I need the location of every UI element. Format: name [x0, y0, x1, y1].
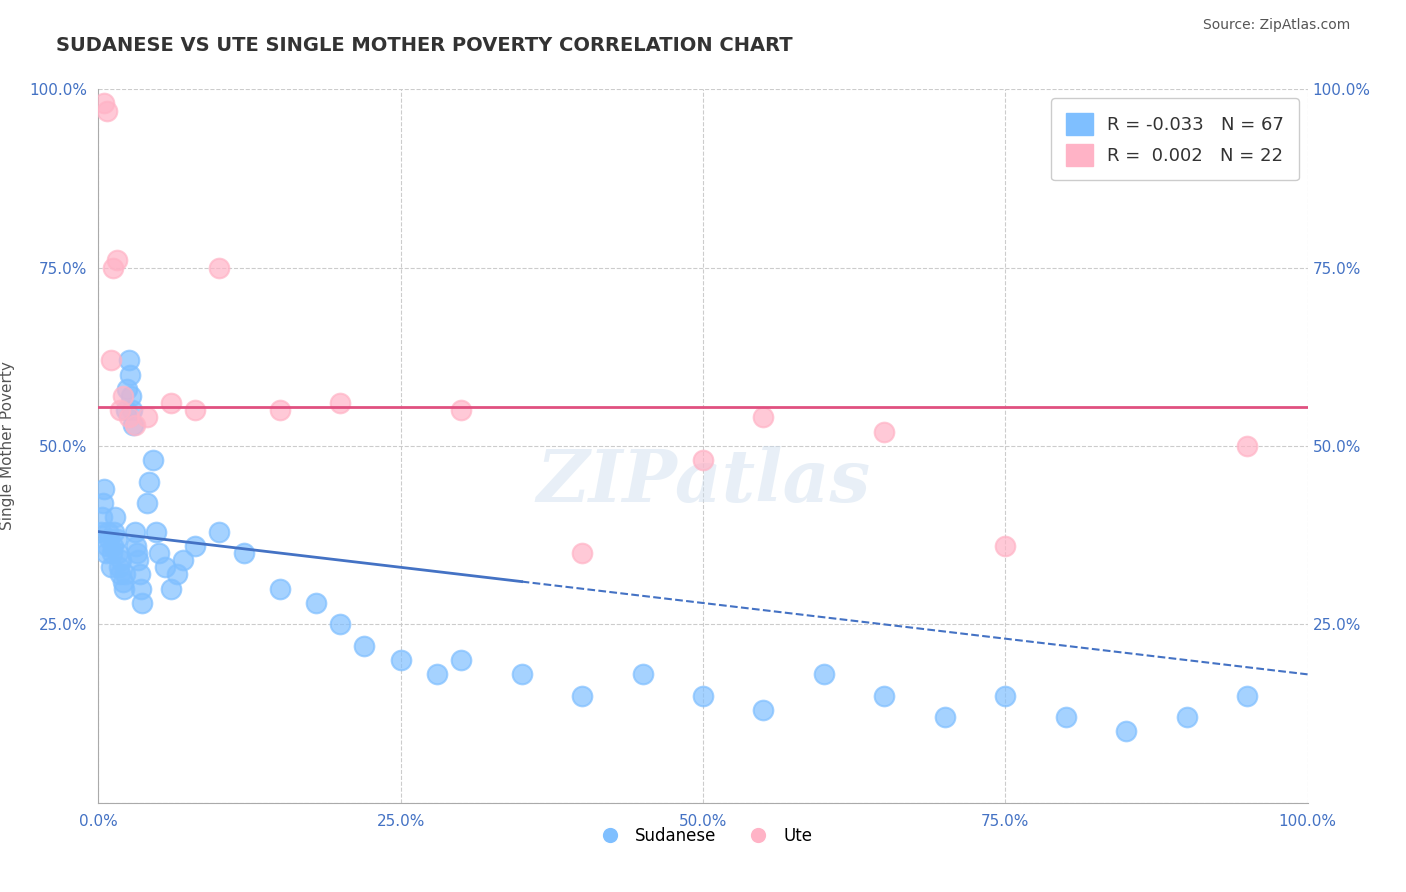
- Ute: [571, 546, 593, 560]
- Legend: Sudanese, Ute: Sudanese, Ute: [586, 821, 820, 852]
- Sudanese: [112, 582, 135, 596]
- Sudanese: [118, 368, 141, 382]
- Sudanese: [232, 546, 254, 560]
- Sudanese: [115, 403, 138, 417]
- Sudanese: [91, 510, 114, 524]
- Ute: [124, 417, 146, 432]
- Ute: [108, 403, 131, 417]
- Sudanese: [118, 353, 141, 368]
- Sudanese: [100, 560, 122, 574]
- Ute: [111, 389, 134, 403]
- Sudanese: [108, 560, 131, 574]
- Y-axis label: Single Mother Poverty: Single Mother Poverty: [0, 361, 15, 531]
- Ute: [160, 396, 183, 410]
- Sudanese: [131, 596, 153, 610]
- Sudanese: [105, 532, 128, 546]
- Sudanese: [97, 524, 120, 539]
- Sudanese: [305, 596, 328, 610]
- Sudanese: [631, 667, 654, 681]
- Ute: [994, 539, 1017, 553]
- Ute: [873, 425, 896, 439]
- Sudanese: [117, 382, 139, 396]
- Ute: [101, 260, 124, 275]
- Sudanese: [124, 524, 146, 539]
- Sudanese: [94, 546, 117, 560]
- Sudanese: [108, 567, 131, 582]
- Sudanese: [184, 539, 207, 553]
- Text: ZIPatlas: ZIPatlas: [536, 446, 870, 517]
- Ute: [208, 260, 231, 275]
- Ute: [105, 253, 128, 268]
- Sudanese: [114, 567, 136, 582]
- Sudanese: [1175, 710, 1198, 724]
- Ute: [1236, 439, 1258, 453]
- Sudanese: [122, 417, 145, 432]
- Sudanese: [1115, 724, 1137, 739]
- Sudanese: [153, 560, 176, 574]
- Sudanese: [107, 546, 129, 560]
- Ute: [752, 410, 775, 425]
- Sudanese: [571, 689, 593, 703]
- Ute: [184, 403, 207, 417]
- Sudanese: [813, 667, 835, 681]
- Sudanese: [127, 546, 149, 560]
- Ute: [118, 410, 141, 425]
- Ute: [93, 96, 115, 111]
- Sudanese: [426, 667, 449, 681]
- Sudanese: [873, 689, 896, 703]
- Sudanese: [120, 389, 142, 403]
- Sudanese: [129, 582, 152, 596]
- Sudanese: [1054, 710, 1077, 724]
- Sudanese: [104, 510, 127, 524]
- Sudanese: [111, 574, 134, 589]
- Sudanese: [138, 475, 160, 489]
- Sudanese: [353, 639, 375, 653]
- Sudanese: [1236, 689, 1258, 703]
- Sudanese: [389, 653, 412, 667]
- Sudanese: [692, 689, 714, 703]
- Sudanese: [103, 524, 125, 539]
- Sudanese: [125, 539, 148, 553]
- Ute: [100, 353, 122, 368]
- Sudanese: [100, 546, 122, 560]
- Sudanese: [160, 582, 183, 596]
- Sudanese: [166, 567, 188, 582]
- Sudanese: [510, 667, 533, 681]
- Ute: [135, 410, 157, 425]
- Sudanese: [329, 617, 352, 632]
- Ute: [329, 396, 352, 410]
- Sudanese: [121, 403, 143, 417]
- Sudanese: [142, 453, 165, 467]
- Sudanese: [101, 539, 124, 553]
- Sudanese: [450, 653, 472, 667]
- Sudanese: [96, 539, 118, 553]
- Sudanese: [269, 582, 291, 596]
- Text: Source: ZipAtlas.com: Source: ZipAtlas.com: [1202, 18, 1350, 32]
- Sudanese: [128, 567, 150, 582]
- Ute: [96, 103, 118, 118]
- Sudanese: [90, 524, 112, 539]
- Sudanese: [994, 689, 1017, 703]
- Text: SUDANESE VS UTE SINGLE MOTHER POVERTY CORRELATION CHART: SUDANESE VS UTE SINGLE MOTHER POVERTY CO…: [56, 36, 793, 54]
- Sudanese: [135, 496, 157, 510]
- Sudanese: [91, 496, 114, 510]
- Sudanese: [172, 553, 194, 567]
- Sudanese: [148, 546, 170, 560]
- Sudanese: [98, 532, 121, 546]
- Sudanese: [145, 524, 167, 539]
- Sudanese: [110, 553, 132, 567]
- Ute: [269, 403, 291, 417]
- Sudanese: [934, 710, 956, 724]
- Ute: [692, 453, 714, 467]
- Ute: [450, 403, 472, 417]
- Sudanese: [208, 524, 231, 539]
- Sudanese: [93, 482, 115, 496]
- Sudanese: [752, 703, 775, 717]
- Sudanese: [127, 553, 149, 567]
